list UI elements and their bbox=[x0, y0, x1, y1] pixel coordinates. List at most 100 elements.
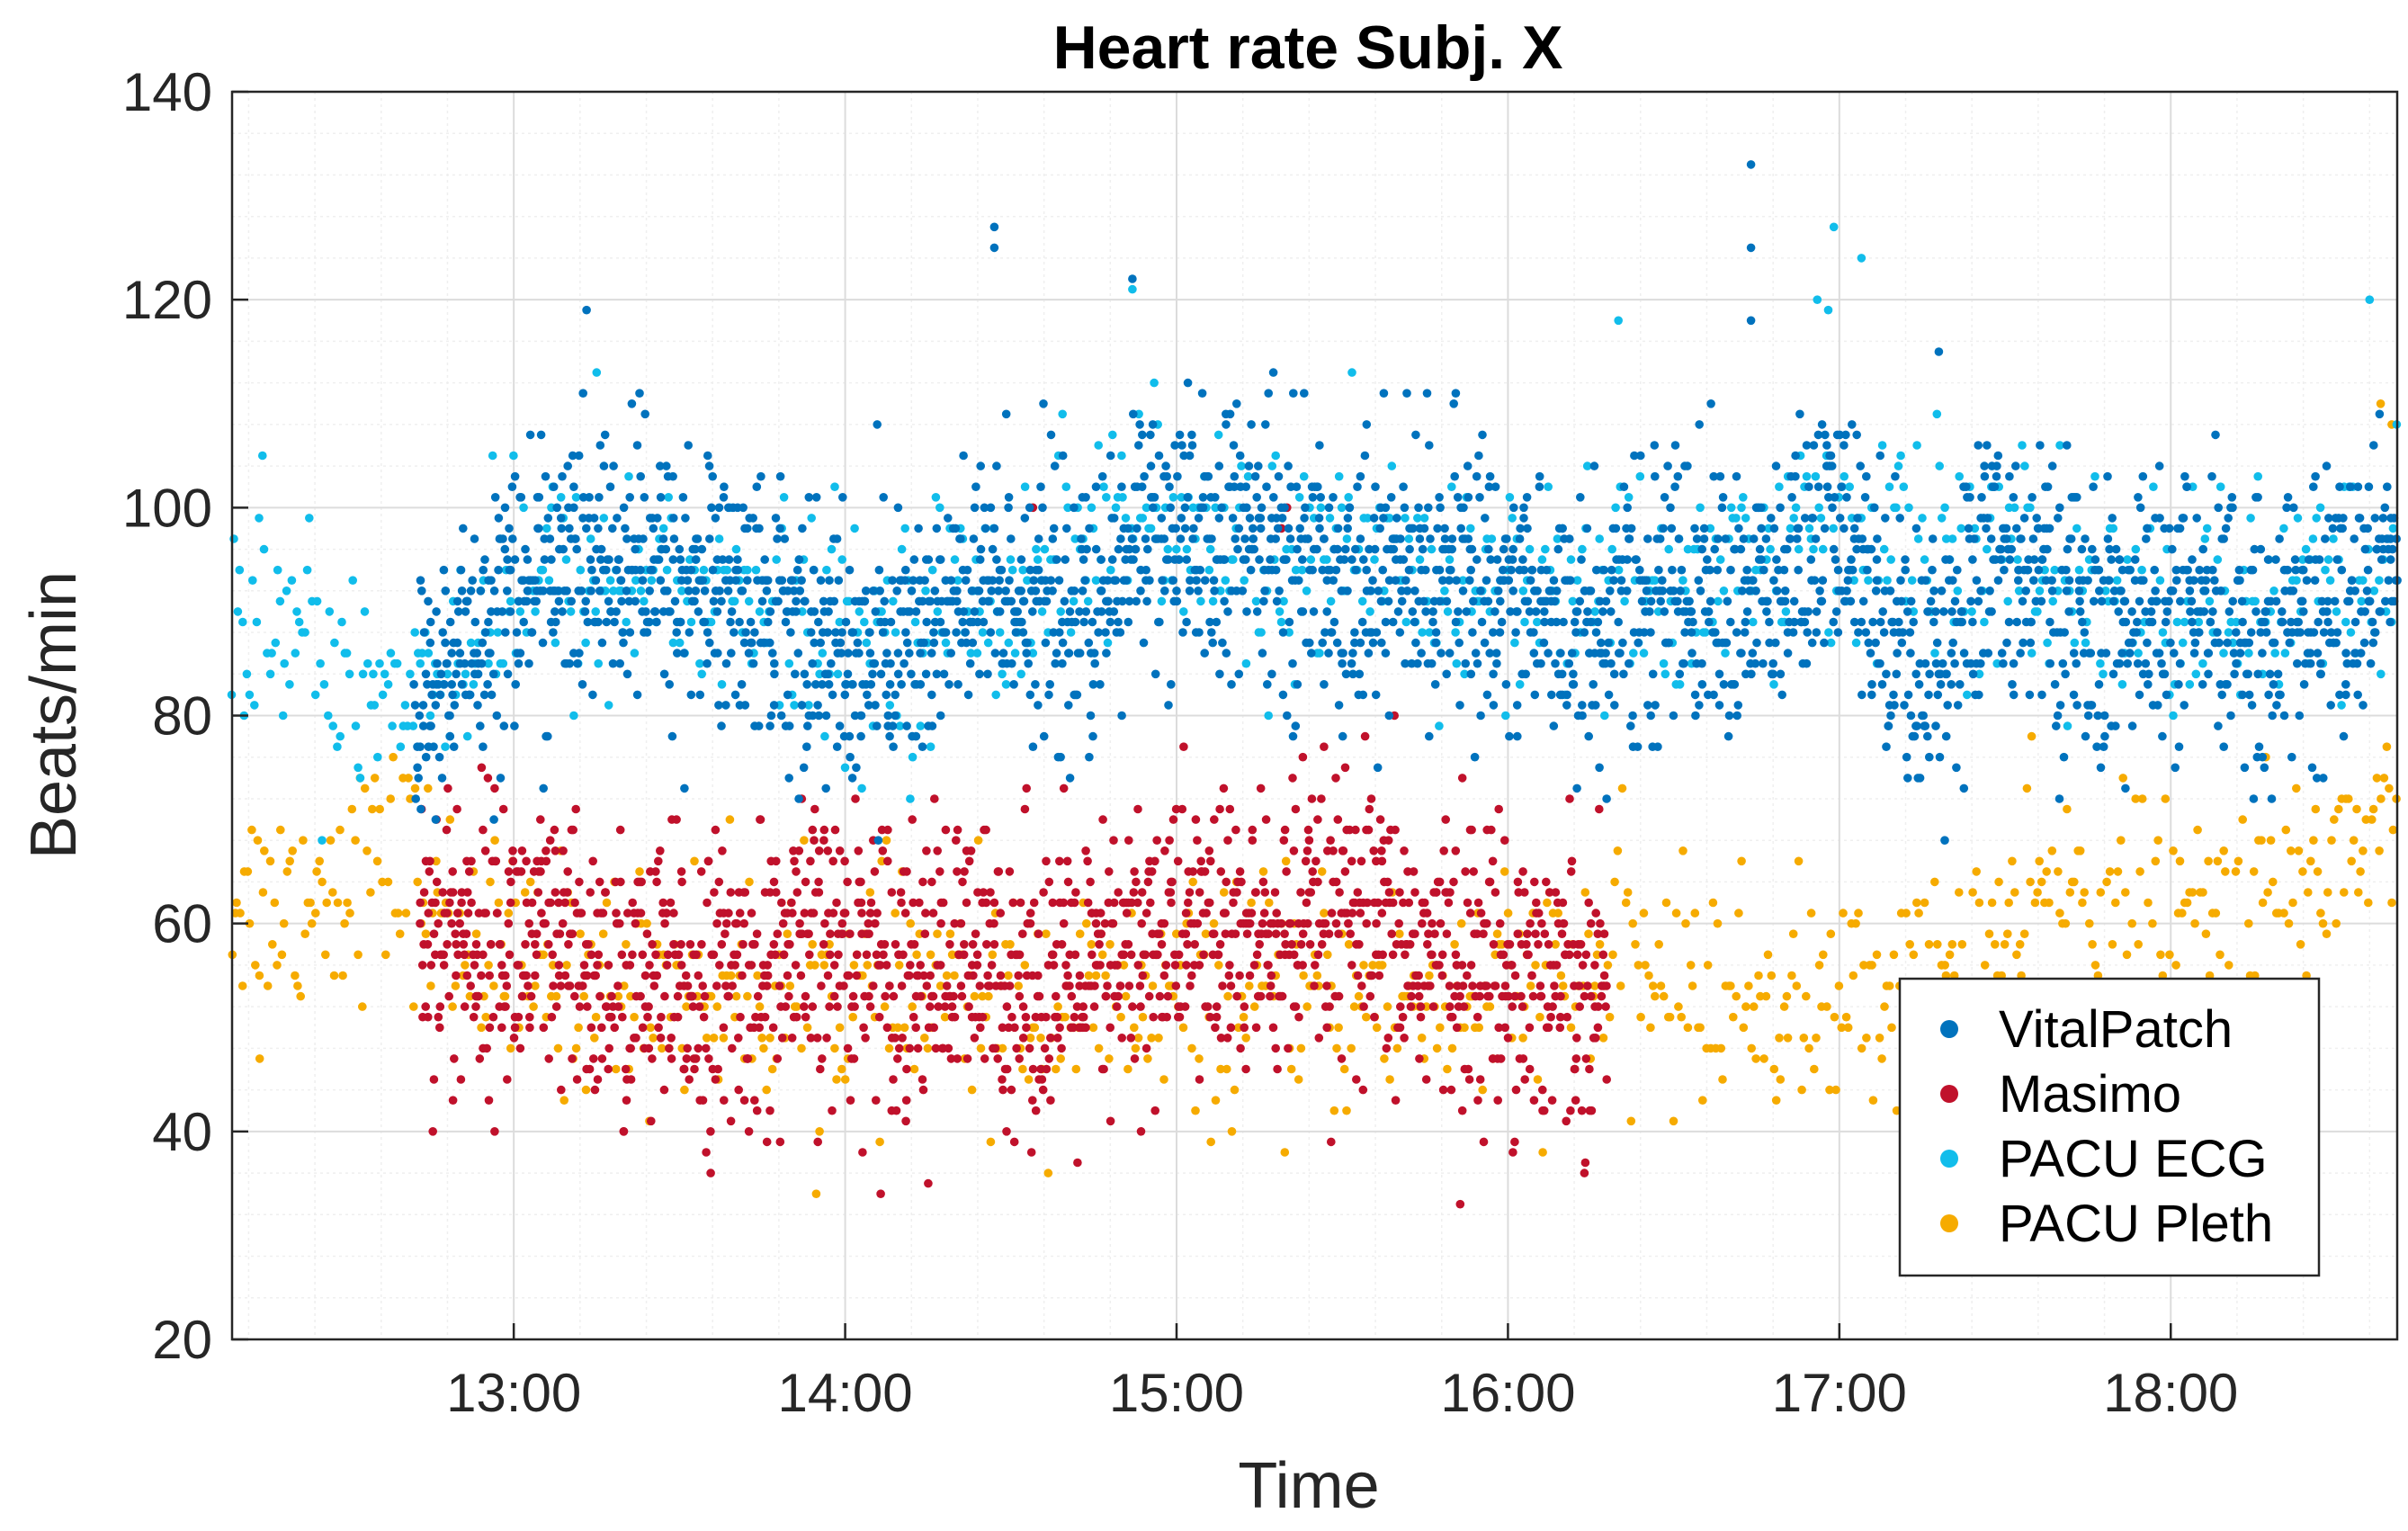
data-point bbox=[1059, 918, 1069, 928]
data-point bbox=[1069, 1023, 1079, 1033]
data-point bbox=[1357, 596, 1367, 606]
data-point bbox=[2088, 940, 2097, 949]
data-point bbox=[2105, 867, 2115, 876]
data-point bbox=[676, 576, 686, 585]
data-point bbox=[1214, 514, 1224, 523]
data-point bbox=[2249, 867, 2259, 876]
data-point bbox=[452, 804, 461, 814]
data-point bbox=[525, 430, 535, 440]
data-point bbox=[1082, 918, 1091, 928]
data-point bbox=[939, 669, 949, 679]
data-point bbox=[1094, 1043, 1104, 1053]
data-point bbox=[718, 846, 727, 855]
data-point bbox=[2323, 555, 2333, 564]
data-point bbox=[1242, 503, 1251, 513]
data-point bbox=[479, 690, 489, 700]
data-point bbox=[1540, 617, 1549, 627]
data-point bbox=[1636, 451, 1645, 461]
data-point bbox=[2035, 586, 2045, 595]
data-point bbox=[1322, 981, 1331, 990]
data-point bbox=[1097, 555, 1106, 564]
data-point bbox=[481, 909, 490, 918]
data-point bbox=[879, 950, 888, 960]
data-point bbox=[1737, 503, 1746, 513]
data-point bbox=[443, 940, 452, 949]
data-point bbox=[1839, 909, 1848, 918]
data-point bbox=[1124, 981, 1134, 990]
data-point bbox=[1369, 846, 1378, 855]
data-point bbox=[612, 1064, 621, 1074]
data-point bbox=[840, 763, 850, 773]
data-point bbox=[726, 888, 736, 897]
data-point bbox=[1940, 961, 1949, 970]
data-point bbox=[653, 514, 662, 523]
data-point bbox=[1405, 544, 1414, 554]
data-point bbox=[2205, 596, 2215, 606]
data-point bbox=[2019, 929, 2029, 938]
data-point bbox=[461, 961, 470, 970]
data-point bbox=[666, 607, 675, 616]
data-point bbox=[1534, 940, 1543, 949]
data-point bbox=[483, 680, 492, 689]
data-point bbox=[1567, 649, 1577, 658]
data-point bbox=[735, 909, 745, 918]
data-point bbox=[754, 721, 764, 730]
data-point bbox=[1326, 596, 1336, 606]
data-point bbox=[792, 867, 801, 876]
data-point bbox=[596, 555, 605, 564]
data-point bbox=[622, 617, 631, 627]
data-point bbox=[1604, 638, 1613, 648]
data-point bbox=[1240, 1023, 1249, 1033]
data-point bbox=[418, 721, 428, 730]
data-point bbox=[1085, 524, 1094, 533]
data-point bbox=[2178, 638, 2188, 648]
data-point bbox=[788, 909, 797, 918]
data-point bbox=[785, 940, 794, 949]
data-point bbox=[1204, 471, 1213, 481]
data-point bbox=[252, 617, 262, 627]
data-point bbox=[1265, 898, 1274, 908]
data-point bbox=[1590, 607, 1599, 616]
data-point bbox=[1034, 929, 1043, 938]
data-point bbox=[1819, 950, 1828, 960]
data-point bbox=[1945, 950, 1955, 960]
data-point bbox=[889, 991, 899, 1001]
data-point bbox=[1221, 576, 1231, 585]
data-point bbox=[1283, 711, 1292, 721]
data-point bbox=[526, 991, 536, 1001]
data-point bbox=[1291, 565, 1301, 575]
data-point bbox=[765, 1106, 774, 1115]
data-point bbox=[992, 461, 1001, 470]
data-point bbox=[1271, 1043, 1280, 1053]
data-point bbox=[1566, 555, 1576, 564]
data-point bbox=[1278, 690, 1288, 700]
data-point bbox=[962, 898, 971, 908]
data-point bbox=[616, 877, 625, 887]
data-point bbox=[521, 544, 530, 554]
data-point bbox=[1249, 524, 1258, 533]
data-point bbox=[342, 649, 352, 658]
data-point bbox=[976, 1043, 986, 1053]
data-point bbox=[1395, 888, 1404, 897]
data-point bbox=[792, 1012, 801, 1022]
data-point bbox=[980, 524, 990, 533]
data-point bbox=[769, 877, 779, 887]
data-point bbox=[1114, 544, 1123, 554]
data-point bbox=[1812, 1034, 1821, 1043]
data-point bbox=[983, 669, 992, 679]
data-point bbox=[388, 721, 397, 730]
data-point bbox=[1183, 378, 1193, 388]
data-point bbox=[1273, 524, 1283, 533]
data-point bbox=[1377, 856, 1387, 866]
data-point bbox=[1616, 981, 1625, 990]
data-point bbox=[2096, 888, 2106, 897]
data-point bbox=[1953, 586, 1963, 595]
data-point bbox=[741, 628, 750, 637]
data-point bbox=[425, 638, 435, 648]
data-point bbox=[1103, 981, 1112, 990]
data-point bbox=[1106, 1116, 1115, 1126]
data-point bbox=[1299, 971, 1308, 980]
data-point bbox=[1139, 638, 1149, 648]
data-point bbox=[459, 524, 468, 533]
data-point bbox=[1071, 888, 1080, 897]
